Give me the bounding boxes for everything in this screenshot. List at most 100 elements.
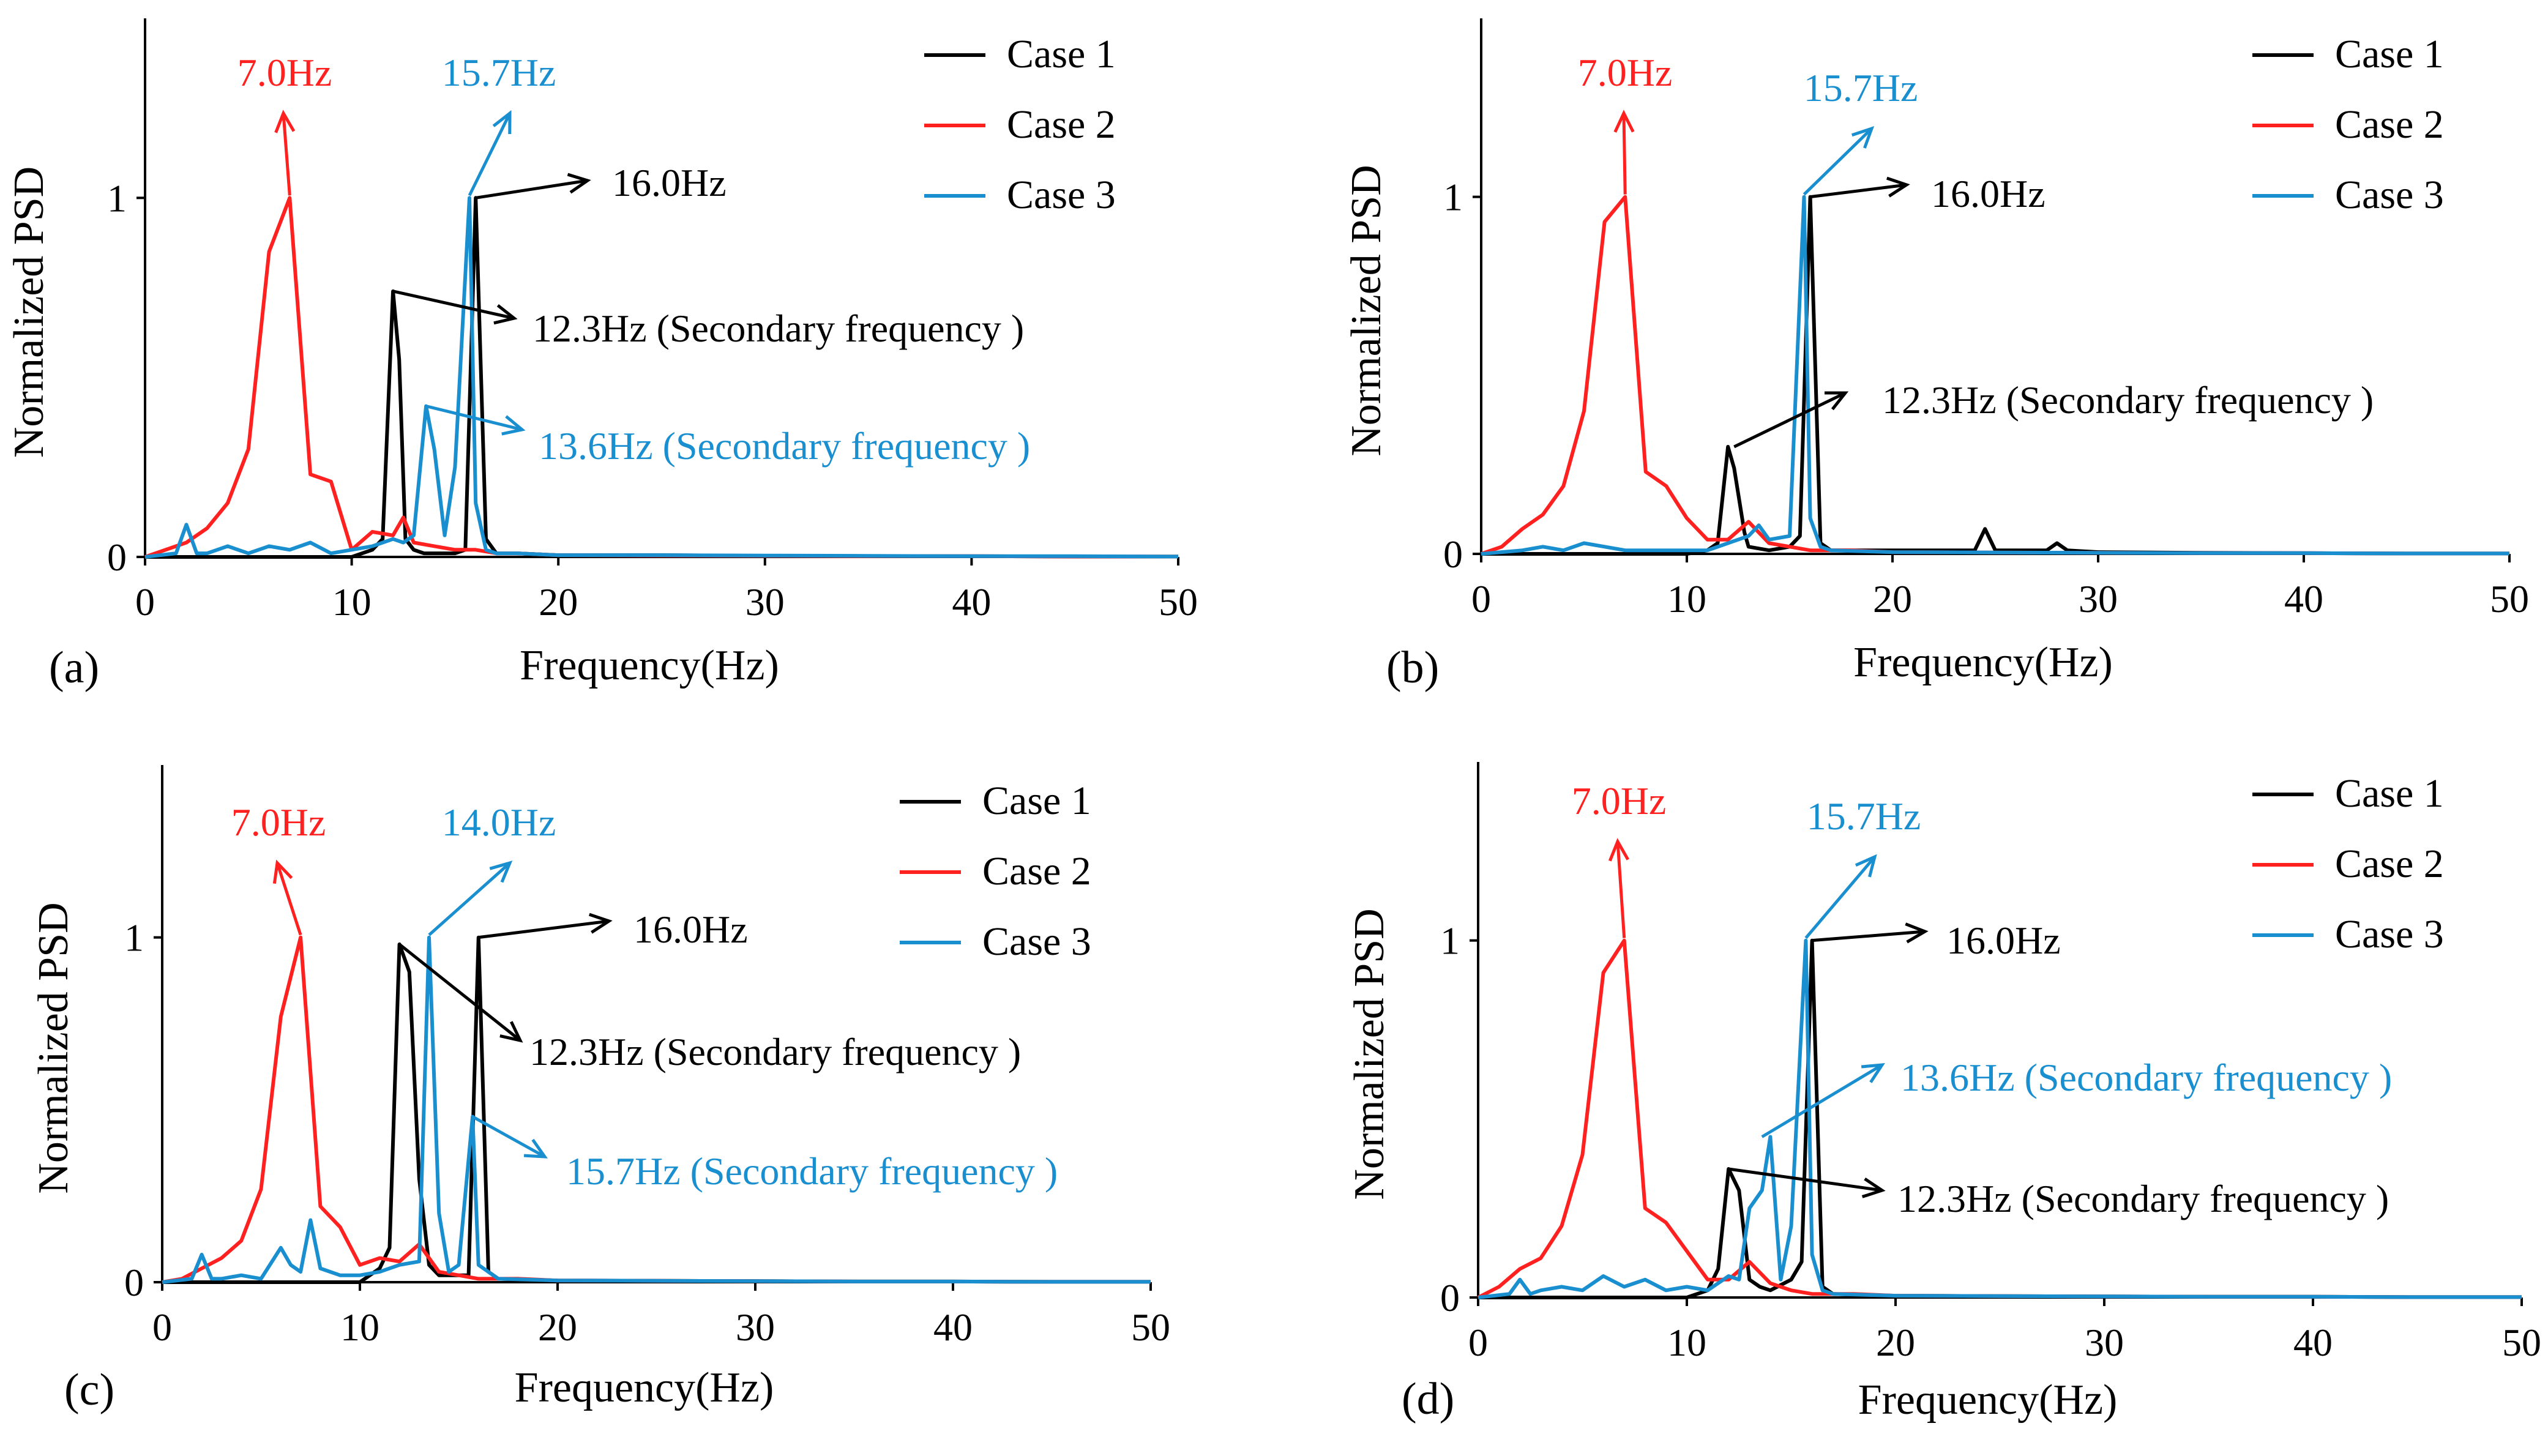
secondary-annotation-arrow-head [588,913,613,934]
panel-d: 0 10 20 30 40 50 0 1 Frequency(Hz) Normalized PSD… [1346,762,2541,1424]
panel-b: 0 10 20 30 40 50 0 1 Frequency(Hz) Normalized PSD… [1343,18,2529,693]
peak-annotation-arrow-shaft [428,862,511,936]
peak-annotation-label: 7.0Hz [1578,51,1673,94]
secondary-annotation-arrow-head [1861,1063,1885,1083]
legend-label: Case 2 [1007,102,1116,147]
y-tick-label: 1 [1440,919,1460,963]
secondary-annotation-arrow-shaft [471,1115,546,1159]
x-tick-label: 40 [2293,1321,2333,1364]
x-axis-label: Frequency(Hz) [515,1364,774,1411]
y-tick-label: 1 [1443,176,1463,219]
y-axis-label: Normalized PSD [1346,908,1393,1200]
peak-annotation-arrow-head [492,110,512,135]
secondary-annotation-label: 16.0Hz [612,161,727,204]
peak-annotation-arrow-shaft [1616,841,1626,938]
secondary-annotation-arrow [392,289,518,325]
y-axis-label: Normalized PSD [1343,165,1390,456]
peak-annotation-arrow-shaft [1622,113,1627,195]
secondary-annotation-arrow-shaft [1812,930,1926,943]
peak-annotation-arrow-shaft [1804,856,1876,939]
secondary-annotation-arrow [1733,391,1849,449]
x-tick-label: 0 [152,1305,172,1349]
peak-annotation-arrow-head [1608,838,1630,862]
secondary-annotation-label: 13.6Hz (Secondary frequency ) [1900,1056,2392,1099]
secondary-annotation-arrow-shaft [1728,1167,1883,1192]
panel-a: 0 10 20 30 40 50 0 1 Frequency(Hz) Normalized PSD… [6,18,1198,693]
x-tick-label: 40 [952,580,991,624]
peak-annotation-arrow [1608,838,1630,938]
series-line-case-1 [1478,938,2522,1299]
peak-annotation-arrow [1613,110,1635,195]
panel-label: (c) [64,1365,114,1415]
legend-label: Case 2 [982,849,1091,894]
legend-label: Case 2 [2335,842,2444,886]
x-tick-label: 20 [538,1305,577,1349]
x-tick-label: 30 [2079,577,2118,621]
peak-annotation-arrow-shaft [1803,127,1873,196]
series-line-case-2 [1481,195,2509,556]
secondary-annotation-label: 12.3Hz (Secondary frequency ) [1897,1177,2389,1220]
x-tick-label: 20 [539,580,578,624]
series-line-case-2 [162,935,1151,1284]
secondary-annotation-label: 16.0Hz [633,908,748,951]
peak-annotation-label: 15.7Hz [1807,794,1921,838]
secondary-annotation-arrow-shaft [475,179,588,200]
secondary-annotation-arrow [1761,1063,1885,1138]
series-line-case-3 [1481,195,2509,556]
series-line-case-3 [144,196,1179,559]
peak-annotation-arrow-shaft [468,112,512,196]
peak-annotation-arrow [274,110,296,196]
secondary-annotation-label: 12.3Hz (Secondary frequency ) [1882,378,2374,422]
secondary-annotation-label: 15.7Hz (Secondary frequency ) [566,1149,1058,1193]
legend-label: Case 1 [2335,771,2444,816]
peak-annotation-arrow-shaft [282,113,291,196]
legend-label: Case 3 [2335,912,2444,957]
y-tick-label: 1 [124,916,144,960]
peak-annotation-arrow-head [272,859,293,884]
y-tick-label: 0 [1443,532,1463,576]
x-tick-label: 0 [1468,1321,1488,1364]
secondary-annotation-arrow [475,173,591,200]
secondary-annotation-arrow-shaft [1733,391,1847,449]
x-tick-label: 30 [745,580,785,624]
panel-label: (b) [1386,643,1439,693]
secondary-annotation-arrow-shaft [478,919,610,939]
y-axis-label: Normalized PSD [30,902,77,1193]
y-tick-label: 1 [107,176,127,220]
secondary-annotation-arrow-shaft [392,289,515,320]
x-tick-label: 20 [1873,577,1912,621]
x-tick-label: 40 [2284,577,2323,621]
x-axis-label: Frequency(Hz) [1853,639,2113,686]
series-line-case-2 [1477,938,2522,1299]
secondary-annotation-arrow-head [1824,391,1849,411]
x-tick-label: 10 [1667,1321,1706,1364]
x-tick-label: 50 [1159,580,1198,624]
peak-annotation-label: 7.0Hz [237,51,332,94]
peak-annotation-arrow [1804,854,1877,939]
secondary-annotation-arrow-shaft [1810,183,1907,199]
legend-label: Case 1 [982,778,1091,823]
secondary-annotation-arrow [1728,1167,1886,1198]
peak-annotation-arrow [428,861,513,936]
x-tick-label: 0 [1471,577,1491,621]
peak-annotation-arrow [1803,125,1875,196]
secondary-annotation-arrow-head [523,1138,548,1159]
secondary-annotation-arrow-head [493,304,518,325]
secondary-annotation-arrow-head [1886,176,1910,198]
secondary-annotation-arrow-head [1861,1178,1886,1198]
x-tick-label: 10 [340,1305,379,1349]
secondary-annotation-arrow-shaft [425,405,523,431]
panel-label: (a) [49,643,99,693]
x-tick-label: 50 [1131,1305,1170,1349]
x-tick-label: 50 [2502,1321,2541,1364]
secondary-annotation-arrow-head [501,415,526,436]
peak-annotation-arrow-head [1855,854,1877,878]
secondary-annotation-arrow-head [499,1021,523,1043]
secondary-annotation-arrow-shaft [398,943,521,1042]
peak-annotation-arrow [272,859,302,936]
peak-annotation-arrow-shaft [275,862,302,936]
legend-label: Case 3 [1007,173,1116,217]
secondary-annotation-label: 16.0Hz [1946,919,2061,962]
series-line-case-3 [1478,938,2522,1299]
legend-label: Case 2 [2335,102,2444,147]
